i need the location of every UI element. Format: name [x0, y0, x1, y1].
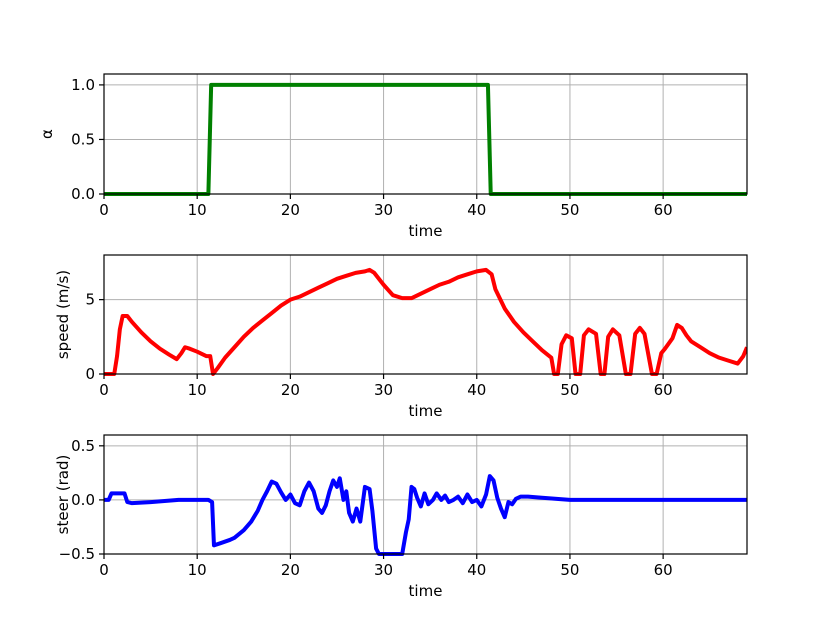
steer-xtick-label-5: 50	[560, 561, 579, 579]
subplot-speed: 0 10 20 30 40 50 60 0 5 time speed (m/s)	[54, 254, 748, 420]
alpha-xtick-label-3: 30	[374, 201, 393, 219]
subplot-steer: 0 10 20 30 40 50 60 −0.5 0.0 0.5 time steer (rad)	[54, 434, 748, 600]
steer-xlabel: time	[409, 582, 443, 600]
speed-xlabel: time	[409, 402, 443, 420]
alpha-xtick-label-1: 10	[188, 201, 207, 219]
steer-ytick-label-0: −0.5	[59, 545, 95, 563]
speed-ylabel: speed (m/s)	[54, 270, 72, 359]
steer-xtick-label-1: 10	[188, 561, 207, 579]
alpha-ytick-label-0: 0.0	[71, 185, 95, 203]
alpha-xtick-label-0: 0	[99, 201, 109, 219]
alpha-xtick-label-6: 60	[654, 201, 673, 219]
speed-xtick-label-0: 0	[99, 381, 109, 399]
alpha-xtick-label-5: 50	[560, 201, 579, 219]
steer-xtick-label-4: 40	[467, 561, 486, 579]
steer-xtick-label-0: 0	[99, 561, 109, 579]
speed-xtick-label-2: 20	[281, 381, 300, 399]
alpha-xlabel: time	[409, 222, 443, 240]
speed-xtick-label-6: 60	[654, 381, 673, 399]
alpha-ytick-label-1: 0.5	[71, 130, 95, 148]
subplot-alpha: 0 10 20 30 40 50 60 0.0 0.5 1.0 time α	[38, 73, 748, 240]
alpha-axes-frame	[103, 73, 748, 195]
alpha-ylabel: α	[38, 129, 56, 139]
speed-xtick-label-1: 10	[188, 381, 207, 399]
alpha-ytick-label-2: 1.0	[71, 76, 95, 94]
speed-xtick-label-5: 50	[560, 381, 579, 399]
steer-ylabel: steer (rad)	[54, 455, 72, 535]
speed-xtick-label-4: 40	[467, 381, 486, 399]
steer-xtick-label-6: 60	[654, 561, 673, 579]
speed-ytick-label-1: 5	[85, 291, 95, 309]
speed-axes-frame	[103, 254, 748, 375]
steer-series-line-0	[104, 474, 747, 556]
speed-ytick-label-0: 0	[85, 365, 95, 383]
speed-xtick-label-3: 30	[374, 381, 393, 399]
steer-ytick-label-2: 0.5	[71, 437, 95, 455]
alpha-xtick-label-2: 20	[281, 201, 300, 219]
steer-xtick-label-3: 30	[374, 561, 393, 579]
steer-ytick-label-1: 0.0	[71, 491, 95, 509]
steer-xtick-label-2: 20	[281, 561, 300, 579]
speed-series-line-0	[104, 267, 747, 376]
steer-axes-frame	[103, 434, 748, 555]
alpha-xtick-label-4: 40	[467, 201, 486, 219]
